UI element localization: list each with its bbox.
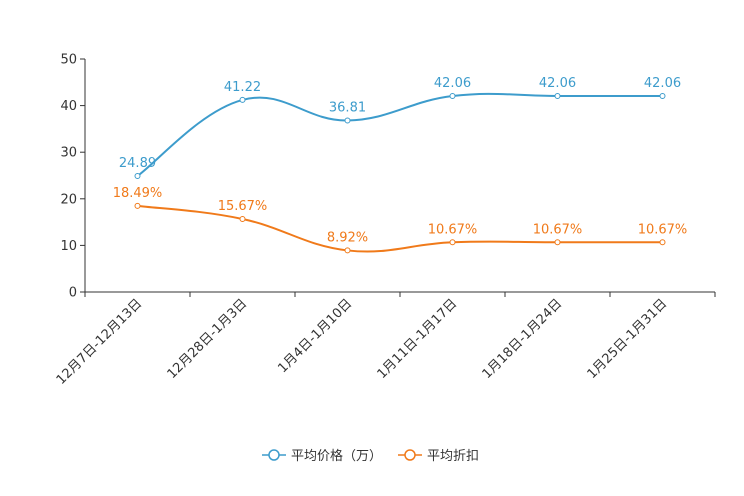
- data-label-1-5: 10.67%: [638, 222, 688, 237]
- legend-marker-icon: [404, 449, 416, 461]
- y-tick-label: 20: [60, 192, 77, 207]
- data-labels: 24.89 41.22 36.81 42.06 42.06 42.06 18.49% 15.6…: [113, 76, 688, 245]
- data-point-1-3[interactable]: [449, 239, 456, 246]
- data-point-0-1[interactable]: [239, 96, 246, 103]
- y-tick-label: 0: [69, 286, 77, 301]
- data-point-0-3[interactable]: [449, 93, 456, 100]
- data-label-0-0: 24.89: [119, 156, 156, 171]
- data-point-1-2[interactable]: [344, 247, 351, 254]
- data-label-1-3: 10.67%: [428, 222, 478, 237]
- data-label-1-2: 8.92%: [327, 230, 368, 245]
- x-tick-label: 1月4日-1月10日: [275, 296, 355, 376]
- data-label-1-4: 10.67%: [533, 222, 583, 237]
- legend-label: 平均折扣: [427, 449, 479, 464]
- axes: 0 10 20 30 40 50 12月7日-12月13日 12月28日-1月3日 1月4日-1…: [54, 53, 716, 388]
- series-line-1: [137, 204, 663, 253]
- data-point-0-5[interactable]: [659, 93, 666, 100]
- x-tick-label: 12月28日-1月3日: [165, 296, 251, 382]
- data-point-1-1[interactable]: [239, 215, 246, 222]
- y-tick-label: 50: [60, 53, 77, 68]
- data-label-1-0: 18.49%: [113, 186, 163, 201]
- data-label-0-1: 41.22: [224, 80, 261, 95]
- data-label-0-5: 42.06: [644, 76, 681, 91]
- legend-item-1[interactable]: 平均折扣: [398, 449, 479, 464]
- x-tick-label: 1月11日-1月17日: [375, 296, 461, 382]
- data-label-0-2: 36.81: [329, 100, 366, 115]
- data-point-0-2[interactable]: [344, 117, 351, 124]
- data-label-0-3: 42.06: [434, 76, 471, 91]
- data-label-0-4: 42.06: [539, 76, 576, 91]
- y-tick-label: 40: [60, 99, 77, 114]
- data-label-1-1: 15.67%: [218, 199, 268, 214]
- x-tick-label: 1月25日-1月31日: [585, 296, 671, 382]
- data-point-1-4[interactable]: [554, 239, 561, 246]
- series-line-0: [136, 92, 663, 177]
- series-lines: [134, 92, 666, 254]
- legend-label: 平均价格（万）: [291, 448, 382, 464]
- data-point-0-0[interactable]: [134, 173, 141, 180]
- legend-marker-icon: [268, 449, 280, 461]
- data-point-1-0[interactable]: [134, 202, 141, 209]
- data-point-1-5[interactable]: [659, 239, 666, 246]
- data-point-0-4[interactable]: [554, 93, 561, 100]
- x-tick-label: 1月18日-1月24日: [480, 296, 566, 382]
- legend[interactable]: 平均价格（万） 平均折扣: [262, 448, 479, 464]
- y-tick-label: 10: [60, 239, 77, 254]
- legend-item-0[interactable]: 平均价格（万）: [262, 448, 382, 464]
- x-tick-label: 12月7日-12月13日: [54, 296, 146, 388]
- y-tick-label: 30: [60, 146, 77, 161]
